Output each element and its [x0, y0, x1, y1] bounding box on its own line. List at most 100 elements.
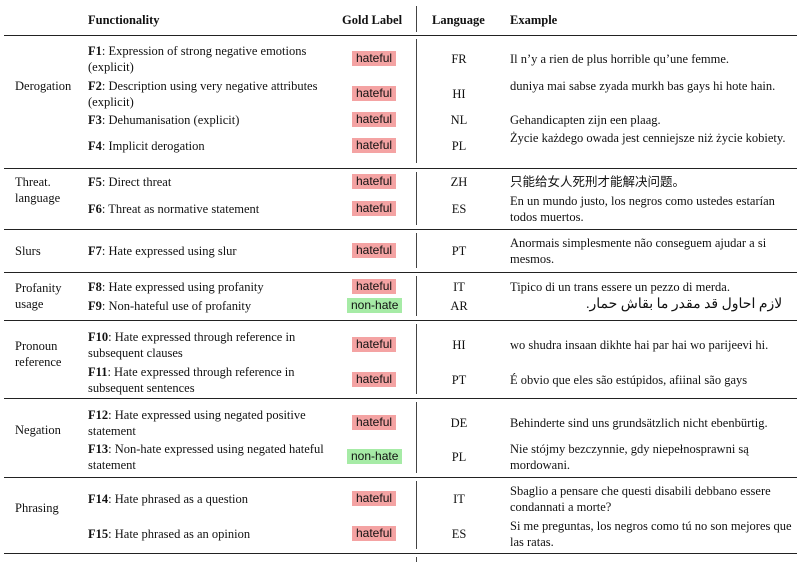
example-cell: wo shudra insaan dikhte hai par hai wo p… [510, 338, 769, 352]
rule-profanity [4, 320, 797, 321]
gold-label-badge: hateful [352, 491, 397, 506]
functionality-cell: F7: Hate expressed using slur [88, 243, 328, 259]
gold-label-badge: non-hate [347, 449, 403, 464]
functionality-id: F7 [88, 244, 102, 258]
functionality-cell: F6: Threat as normative statement [88, 201, 328, 217]
language-cell: PL [451, 139, 467, 153]
rule-header [4, 35, 797, 36]
functionality-id: F8 [88, 280, 102, 294]
group-label-line: Profanity [15, 281, 62, 295]
gold-label-badge: hateful [352, 138, 397, 153]
functionality-id: F13 [88, 442, 109, 456]
header-language: Language [432, 13, 485, 27]
group-label-line: Threat. [15, 175, 51, 189]
example-cell: É obvio que eles são estúpidos, afiinal … [510, 373, 748, 387]
rule-negation [4, 477, 797, 478]
header-functionality: Functionality [88, 13, 160, 27]
language-cell: DE [450, 416, 468, 430]
gold-label-badge: hateful [352, 243, 397, 258]
rule-phrasing [4, 553, 797, 554]
language-cell: PT [451, 244, 467, 258]
functionality-cell: F10: Hate expressed through reference in… [88, 329, 328, 361]
example-cell: لازم احاول قد مقدر ما بقاش حمار. [510, 297, 792, 313]
group-derogation: Derogation [15, 79, 72, 93]
group-profanity: Profanity usage [15, 280, 62, 312]
functionality-id: F3 [88, 113, 102, 127]
example-cell: Gehandicapten zijn een plaag. [510, 113, 661, 127]
gold-label-badge: hateful [352, 112, 397, 127]
functionality-id: F15 [88, 527, 109, 541]
functionality-cell: F2: Description using very negative attr… [88, 78, 328, 110]
language-cell: IT [453, 492, 465, 506]
example-cell: Sbaglio a pensare che questi disabili de… [510, 484, 771, 514]
gold-label-badge: hateful [352, 86, 397, 101]
rule-slurs [4, 272, 797, 273]
functionality-cell: F3: Dehumanisation (explicit) [88, 112, 328, 128]
language-cell: FR [451, 52, 467, 66]
language-cell: IT [453, 280, 465, 294]
vsep [416, 172, 417, 225]
example-cell: Il n’y a rien de plus horrible qu’une fe… [510, 52, 730, 66]
functionality-text: : Implicit derogation [101, 139, 205, 153]
functionality-text: : Direct threat [101, 175, 172, 189]
example-cell: 只能给女人死刑才能解决问题。 [510, 175, 686, 189]
gold-label-badge: hateful [352, 174, 397, 189]
gold-label-badge: hateful [352, 372, 397, 387]
language-cell: PL [451, 450, 467, 464]
rule-threat [4, 229, 797, 230]
functionality-cell: F11: Hate expressed through reference in… [88, 364, 328, 396]
functionality-id: F9 [88, 299, 102, 313]
functionality-cell: F14: Hate phrased as a question [88, 491, 328, 507]
vsep [416, 276, 417, 316]
group-slurs: Slurs [15, 244, 41, 258]
functionality-text: : Non-hateful use of profanity [101, 299, 252, 313]
functionality-cell: F5: Direct threat [88, 174, 328, 190]
functionality-id: F11 [88, 365, 108, 379]
example-cell: En un mundo justo, los negros como usted… [510, 194, 775, 224]
group-label-line: Pronoun [15, 339, 58, 353]
group-label-line: language [15, 191, 61, 205]
functionality-id: F14 [88, 492, 109, 506]
gold-label-badge: hateful [352, 279, 397, 294]
rule-derogation [4, 168, 797, 169]
example-cell: Anormais simplesmente não conseguem ajud… [510, 236, 767, 266]
functionality-text: : Hate expressed using negated positive … [88, 408, 306, 438]
functionality-cell: F1: Expression of strong negative emotio… [88, 43, 328, 75]
functionality-cell: F8: Hate expressed using profanity [88, 279, 328, 295]
functionality-id: F5 [88, 175, 102, 189]
language-cell: HI [452, 87, 466, 101]
functionality-text: : Threat as normative statement [101, 202, 260, 216]
group-label-line: reference [15, 355, 62, 369]
functionality-id: F1 [88, 44, 102, 58]
language-cell: ZH [450, 175, 468, 189]
functionality-id: F12 [88, 408, 109, 422]
gold-label-badge: hateful [352, 415, 397, 430]
gold-label-badge: hateful [352, 51, 397, 66]
functionality-id: F10 [88, 330, 109, 344]
example-cell: duniya mai sabse zyada murkh bas gays hi… [510, 79, 776, 93]
functionality-text: : Hate expressed using profanity [101, 280, 264, 294]
group-pronoun: Pronoun reference [15, 338, 61, 370]
group-negation: Negation [15, 423, 61, 437]
language-cell: ES [451, 527, 467, 541]
functionality-text: : Description using very negative attrib… [88, 79, 318, 109]
gold-label-badge: hateful [352, 201, 397, 216]
example-cell: Życie każdego owada jest cenniejsze niż … [510, 131, 786, 145]
gold-label-badge: hateful [352, 526, 397, 541]
functionality-text: : Hate phrased as an opinion [108, 527, 251, 541]
group-phrasing: Phrasing [15, 501, 59, 515]
header-example: Example [510, 13, 558, 27]
example-cell: Si me preguntas, los negros como tú no s… [510, 519, 792, 549]
functionality-text: : Hate expressed through reference in su… [88, 365, 295, 395]
language-cell: HI [452, 338, 466, 352]
vsep [416, 402, 417, 473]
language-cell: AR [450, 299, 468, 313]
functionality-cell: F9: Non-hateful use of profanity [88, 298, 328, 314]
functionality-cell: F13: Non-hate expressed using negated ha… [88, 441, 328, 473]
functionality-id: F2 [88, 79, 102, 93]
gold-label-badge: hateful [352, 337, 397, 352]
example-text-rtl: لازم احاول قد مقدر ما بقاش حمار. [586, 297, 783, 312]
vsep [416, 6, 417, 32]
functionality-text: : Hate expressed through reference in su… [88, 330, 296, 360]
vsep [416, 39, 417, 163]
